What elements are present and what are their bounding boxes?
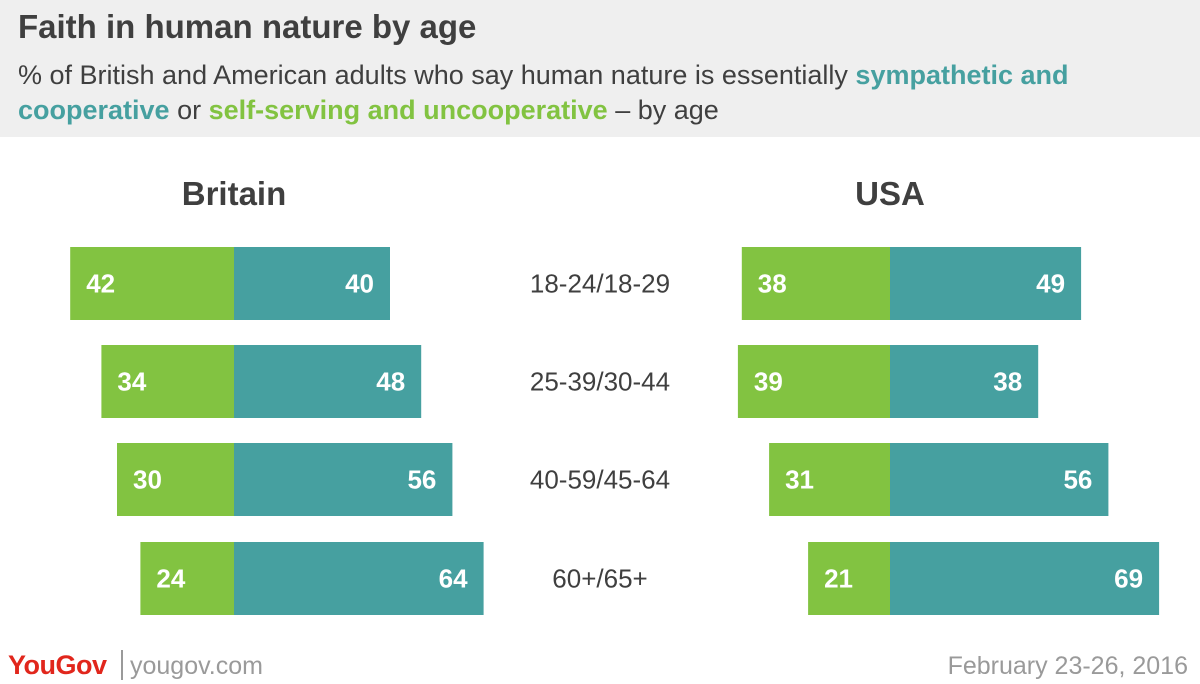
category-label: 25-39/30-44 [530, 367, 670, 397]
bar-self-serving [140, 542, 234, 615]
footer: YouGov yougov.com February 23-26, 2016 [0, 640, 1200, 684]
label-self-serving: 34 [117, 367, 146, 397]
site-link[interactable]: yougov.com [130, 652, 263, 680]
footer-divider [121, 650, 123, 680]
label-cooperative: 56 [407, 465, 436, 495]
label-cooperative: 40 [345, 269, 374, 299]
label-self-serving: 30 [133, 465, 162, 495]
subtitle-text: % of British and American adults who say… [18, 60, 856, 90]
header: Faith in human nature by age % of Britis… [0, 0, 1200, 137]
bar-self-serving [117, 443, 234, 516]
label-cooperative: 38 [993, 367, 1022, 397]
survey-date: February 23-26, 2016 [947, 652, 1188, 680]
category-label: 18-24/18-29 [530, 269, 670, 299]
bar-cooperative [234, 247, 390, 320]
bar-self-serving [737, 345, 890, 418]
bar-self-serving [70, 247, 234, 320]
chart-subtitle: % of British and American adults who say… [18, 58, 1188, 128]
chart-title: Faith in human nature by age [18, 8, 477, 45]
subtitle-text-or: or [169, 95, 209, 125]
bar-self-serving [769, 443, 890, 516]
bar-cooperative [890, 443, 1109, 516]
label-self-serving: 39 [754, 367, 783, 397]
bar-cooperative [890, 247, 1082, 320]
bar-cooperative [890, 345, 1039, 418]
bar-cooperative [234, 542, 484, 615]
yougov-logo[interactable]: YouGov [8, 650, 107, 680]
category-label: 60+/65+ [552, 564, 647, 594]
label-cooperative: 64 [439, 564, 468, 594]
bar-cooperative [890, 542, 1160, 615]
bar-self-serving [101, 345, 235, 418]
label-self-serving: 31 [785, 465, 814, 495]
panel-title-usa: USA [855, 175, 925, 212]
chart: Britain 42 40 34 48 30 56 24 64 USA 38 49 39 38 31 56 21… [70, 175, 1160, 615]
panel-title-britain: Britain [182, 175, 287, 212]
label-cooperative: 56 [1063, 465, 1092, 495]
label-self-serving: 21 [824, 564, 853, 594]
label-cooperative: 69 [1114, 564, 1143, 594]
label-cooperative: 49 [1036, 269, 1065, 299]
subtitle-highlight-self-serving: self-serving and uncooperative [208, 95, 608, 125]
bar-cooperative [234, 443, 453, 516]
label-self-serving: 24 [156, 564, 185, 594]
bar-self-serving [808, 542, 890, 615]
bar-self-serving [741, 247, 890, 320]
subtitle-text-end: – by age [607, 95, 719, 125]
category-label: 40-59/45-64 [530, 465, 670, 495]
label-self-serving: 42 [86, 269, 115, 299]
bar-cooperative [234, 345, 422, 418]
label-cooperative: 48 [376, 367, 405, 397]
label-self-serving: 38 [758, 269, 787, 299]
subtitle-highlight-cooperative: sympathetic and cooperative [18, 60, 1069, 125]
